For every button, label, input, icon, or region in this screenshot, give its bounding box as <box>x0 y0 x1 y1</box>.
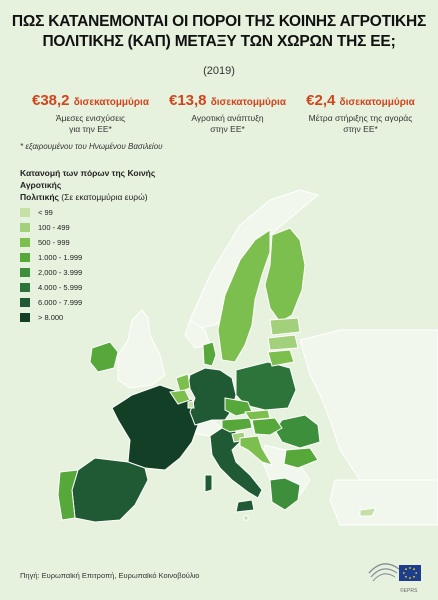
stat-amount: €2,4 δισεκατομμύρια <box>306 92 415 109</box>
legend-label: > 8.000 <box>38 312 64 322</box>
title-line-2: ΠΟΛΙΤΙΚΗΣ (ΚΑΠ) ΜΕΤΑΞΥ ΤΩΝ ΧΩΡΩΝ ΤΗΣ ΕΕ; <box>42 33 396 50</box>
legend-label: 2,000 - 3.999 <box>38 267 83 277</box>
stat-description: Άμεσες ενισχύσεις για την ΕΕ* <box>55 113 126 134</box>
legend-label: < 99 <box>38 207 53 217</box>
legend-label: 100 - 499 <box>38 222 70 232</box>
map-country-romania <box>274 414 321 449</box>
eu-map <box>57 189 438 526</box>
map-non-eu-norway-south <box>184 319 211 349</box>
map-country-greece <box>269 477 301 511</box>
legend-item: 500 - 999 <box>20 236 190 248</box>
legend-swatch <box>20 237 30 247</box>
legend-item: 6.000 - 7.999 <box>20 296 190 308</box>
logo-caption: ©EPRS <box>400 588 418 594</box>
stat-description: Μέτρα στήριξης της αγοράς στην ΕΕ* <box>308 113 413 134</box>
map-country-belgium <box>169 389 191 405</box>
map-non-eu-turkey <box>329 479 438 526</box>
map-country-luxembourg <box>187 400 195 409</box>
map-country-portugal <box>57 469 79 521</box>
legend-item: 4.000 - 5.999 <box>20 281 190 293</box>
legend-item: 1.000 - 1.999 <box>20 251 190 263</box>
stat-rural-development: €13,8 δισεκατομμύρια Αγροτική ανάπτυξη στ… <box>155 92 300 135</box>
map-country-slovakia <box>244 409 271 421</box>
source-note: Πηγή: Ευρωπαϊκή Επιτροπή, Ευρωπαϊκό Κοιν… <box>20 571 200 580</box>
legend-swatch <box>20 207 30 217</box>
map-country-austria <box>221 417 253 433</box>
legend-label: 1.000 - 1.999 <box>38 252 83 262</box>
legend-item: 2,000 - 3.999 <box>20 266 190 278</box>
map-country-cyprus <box>359 507 377 517</box>
legend-item: 100 - 499 <box>20 221 190 233</box>
legend-label: 500 - 999 <box>38 237 70 247</box>
stat-amount: €38,2 δισεκατομμύρια <box>31 92 149 109</box>
legend: Κατανομή των πόρων της Κοινής Αγροτικής … <box>20 167 190 323</box>
title-line-1: ΠΩΣ ΚΑΤΑΝΕΜΟΝΤΑΙ ΟΙ ΠΟΡΟΙ ΤΗΣ ΚΟΙΝΗΣ ΑΓΡ… <box>11 13 427 30</box>
map-country-malta <box>243 515 249 521</box>
map-country-denmark <box>202 341 217 367</box>
map-country-estonia <box>269 317 301 336</box>
map-country-bulgaria <box>283 447 319 469</box>
legend-title: Κατανομή των πόρων της Κοινής Αγροτικής … <box>20 168 156 202</box>
stat-direct-payments: €38,2 δισεκατομμύρια Άμεσες ενισχύσεις γι… <box>18 92 163 135</box>
page-title: ΠΩΣ ΚΑΤΑΝΕΜΟΝΤΑΙ ΟΙ ΠΟΡΟΙ ΤΗΣ ΚΟΙΝΗΣ ΑΓΡ… <box>0 12 438 52</box>
legend-swatch <box>20 297 30 307</box>
stat-amount: €13,8 δισεκατομμύρια <box>168 92 286 109</box>
map-country-finland <box>264 227 306 323</box>
legend-swatch <box>20 222 30 232</box>
map-country-croatia <box>239 435 274 466</box>
map-country-italy <box>204 427 263 513</box>
legend-swatch <box>20 252 30 262</box>
stat-market-measures: €2,4 δισεκατομμύρια Μέτρα στήριξης της α… <box>288 92 433 135</box>
legend-label: 4.000 - 5.999 <box>38 282 83 292</box>
map-non-eu-east <box>299 329 438 481</box>
legend-swatch <box>20 267 30 277</box>
map-country-netherlands <box>175 373 191 393</box>
footnote: * εξαιρουμένου του Ηνωμένου Βασιλείου <box>20 142 163 151</box>
legend-item: < 99 <box>20 206 190 218</box>
map-country-lithuania <box>267 349 295 367</box>
legend-swatch <box>20 312 30 322</box>
map-country-hungary <box>251 417 283 436</box>
map-non-eu-uk <box>117 309 166 389</box>
map-non-eu-norway <box>189 189 320 329</box>
legend-label: 6.000 - 7.999 <box>38 297 83 307</box>
year-label: (2019) <box>203 65 235 77</box>
map-country-spain <box>71 457 149 523</box>
stat-description: Αγροτική ανάπτυξη στην ΕΕ* <box>191 113 264 134</box>
legend-item: > 8.000 <box>20 311 190 323</box>
map-country-latvia <box>267 334 299 351</box>
map-country-ireland <box>89 341 119 373</box>
legend-swatch <box>20 282 30 292</box>
map-country-sweden <box>217 229 271 363</box>
map-country-germany <box>187 367 237 426</box>
european-parliament-logo <box>368 563 421 582</box>
